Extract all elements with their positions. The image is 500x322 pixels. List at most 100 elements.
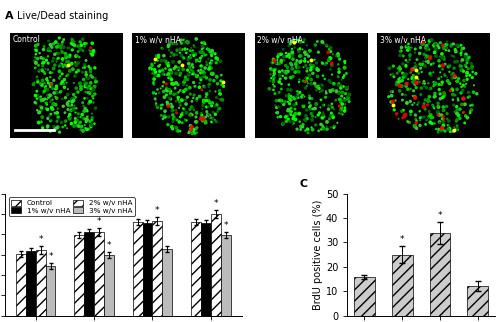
Point xyxy=(212,95,220,100)
Point xyxy=(206,64,214,70)
Point xyxy=(312,60,320,65)
Point xyxy=(308,66,316,71)
Point xyxy=(320,114,328,119)
Point xyxy=(46,113,54,118)
Point xyxy=(436,63,444,69)
Point xyxy=(157,69,165,74)
Point xyxy=(72,123,80,128)
Point xyxy=(162,86,170,91)
Point xyxy=(336,97,344,102)
Point xyxy=(422,122,430,127)
Point xyxy=(304,130,312,136)
Point xyxy=(296,77,304,82)
Point xyxy=(88,52,96,57)
Point xyxy=(399,71,407,76)
Point xyxy=(30,80,38,85)
Point xyxy=(322,124,330,129)
Point xyxy=(73,52,81,58)
Point xyxy=(172,71,180,76)
Point xyxy=(454,76,462,81)
Point xyxy=(445,118,453,124)
Point xyxy=(70,105,78,110)
Point xyxy=(434,43,442,48)
Point xyxy=(74,68,82,73)
Point xyxy=(37,108,45,113)
Point xyxy=(54,41,62,46)
Point xyxy=(179,67,187,72)
Point xyxy=(434,104,442,109)
Point xyxy=(38,83,46,88)
Point xyxy=(202,104,210,109)
Point xyxy=(161,113,169,118)
Point xyxy=(60,44,68,50)
Point xyxy=(436,54,444,59)
Point xyxy=(326,45,334,51)
Point xyxy=(86,69,94,74)
Bar xyxy=(221,235,231,316)
Point xyxy=(336,90,344,95)
Point xyxy=(309,65,317,71)
Point xyxy=(191,131,199,136)
Point xyxy=(209,110,217,115)
Point xyxy=(92,79,100,84)
Point xyxy=(47,112,55,117)
Point xyxy=(312,88,320,93)
Point xyxy=(86,99,94,104)
Point xyxy=(92,79,100,84)
Point xyxy=(170,116,177,121)
Point xyxy=(206,49,214,54)
Point xyxy=(186,64,194,70)
Point xyxy=(432,42,440,47)
Point xyxy=(60,81,68,86)
Point xyxy=(190,53,198,58)
Point xyxy=(152,53,160,59)
Point xyxy=(46,75,54,80)
Point xyxy=(432,46,440,52)
Point xyxy=(390,63,398,69)
Point xyxy=(466,109,474,114)
Point xyxy=(412,75,420,80)
Point xyxy=(190,43,198,48)
Point xyxy=(426,71,434,76)
Text: 2% w/v nHA: 2% w/v nHA xyxy=(258,35,303,44)
Point xyxy=(32,48,40,53)
Point xyxy=(444,127,452,132)
Point xyxy=(280,54,287,59)
Point xyxy=(462,63,469,68)
Point xyxy=(40,44,48,49)
Point xyxy=(402,81,410,86)
Point xyxy=(59,38,67,43)
Point xyxy=(463,70,471,75)
Point xyxy=(208,58,216,63)
Point xyxy=(421,81,429,86)
Point xyxy=(209,51,217,56)
Point xyxy=(294,69,302,74)
Point xyxy=(46,84,54,90)
Point xyxy=(202,74,209,79)
Point xyxy=(192,110,200,115)
Point xyxy=(40,70,48,75)
Point xyxy=(296,40,304,45)
Point xyxy=(468,66,476,71)
Point xyxy=(291,107,299,112)
Point xyxy=(70,43,78,48)
Point xyxy=(165,87,173,92)
Point xyxy=(461,84,469,89)
Point xyxy=(400,53,407,59)
Point xyxy=(426,86,434,91)
Point xyxy=(270,68,278,73)
Point xyxy=(158,102,166,107)
Point xyxy=(396,67,404,72)
Point xyxy=(284,43,292,48)
Point xyxy=(410,80,418,85)
Point xyxy=(58,58,66,63)
Point xyxy=(466,103,474,108)
Point xyxy=(298,93,306,98)
Point xyxy=(166,90,174,95)
Point xyxy=(72,70,80,75)
Point xyxy=(56,74,64,79)
Point xyxy=(287,61,295,66)
Point xyxy=(182,101,190,107)
Point xyxy=(86,66,94,71)
Point xyxy=(334,53,342,58)
